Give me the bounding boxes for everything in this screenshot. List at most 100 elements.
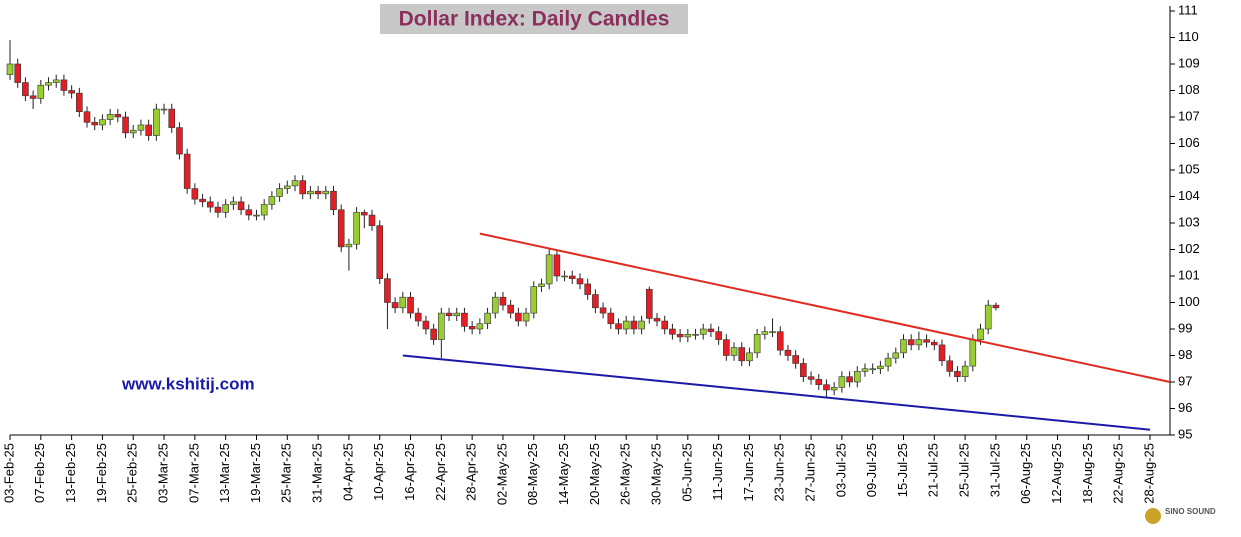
trend-line	[402, 354, 1151, 431]
candle-body	[992, 304, 1000, 309]
x-tick-label: 11-Jun-25	[710, 443, 725, 501]
x-tick-label: 25-Jul-25	[957, 443, 972, 497]
candle-body	[907, 339, 915, 346]
candle-body	[915, 339, 923, 346]
y-tick-label: 103	[1178, 214, 1200, 229]
candle-body	[91, 122, 99, 126]
candle-body	[430, 328, 437, 340]
candle-body	[699, 328, 707, 335]
candle-body	[137, 124, 145, 131]
candle-body	[45, 82, 52, 86]
candle-body	[776, 331, 784, 351]
candle-body	[199, 198, 206, 203]
y-tick-label: 105	[1178, 161, 1200, 176]
candle-body	[37, 84, 45, 99]
candle-body	[661, 320, 669, 330]
x-tick-label: 12-Aug-25	[1049, 443, 1064, 504]
candle-body	[253, 214, 260, 217]
candle-body	[206, 201, 214, 208]
candle-body	[900, 339, 907, 354]
x-tick-label: 04-Apr-25	[340, 443, 355, 501]
candle-body	[954, 371, 961, 377]
candle-body	[630, 320, 638, 330]
candle-body	[807, 376, 815, 380]
x-tick-label: 21-Jul-25	[926, 443, 941, 497]
candle-body	[653, 318, 661, 322]
x-tick-label: 22-Aug-25	[1111, 443, 1126, 504]
x-tick-label: 18-Aug-25	[1080, 443, 1095, 504]
trend-line	[479, 232, 1171, 383]
candle-body	[961, 365, 969, 378]
x-tick-label: 28-Apr-25	[464, 443, 479, 501]
y-tick-label: 100	[1178, 294, 1200, 309]
x-tick-label: 28-Aug-25	[1141, 443, 1156, 504]
candle-body	[384, 278, 391, 303]
candle-body	[938, 344, 946, 362]
x-tick-label: 25-Feb-25	[125, 443, 140, 503]
candle-body	[461, 312, 468, 327]
candle-body	[345, 243, 353, 248]
candle-body	[491, 296, 499, 314]
candle-body	[861, 368, 869, 372]
candle-body	[830, 386, 838, 391]
y-tick-label: 101	[1178, 267, 1200, 282]
candle-body	[746, 352, 753, 362]
x-tick-label: 13-Mar-25	[217, 443, 232, 503]
x-tick-label: 14-May-25	[556, 443, 571, 505]
candle-body	[499, 296, 507, 306]
candle-body	[723, 339, 730, 356]
candle-body	[800, 363, 807, 378]
x-tick-label: 13-Feb-25	[63, 443, 78, 503]
candle-body	[314, 190, 322, 195]
x-tick-label: 05-Jun-25	[679, 443, 694, 502]
candle-body	[330, 190, 337, 211]
candle-body	[368, 214, 376, 226]
candle-body	[337, 209, 345, 248]
candle-body	[568, 275, 576, 279]
y-tick-label: 99	[1178, 320, 1192, 335]
y-tick-label: 108	[1178, 82, 1200, 97]
x-tick-label: 19-Feb-25	[94, 443, 109, 503]
candle-body	[68, 90, 75, 94]
candle-body	[715, 331, 722, 340]
x-tick-label: 08-May-25	[525, 443, 540, 505]
candle-body	[29, 95, 37, 99]
candle-body	[530, 286, 538, 314]
candle-body	[884, 357, 892, 367]
x-tick-label: 31-Mar-25	[310, 443, 325, 503]
candle-body	[676, 333, 684, 338]
candle-body	[76, 92, 83, 113]
candle-body	[684, 333, 692, 338]
title-box	[380, 4, 688, 34]
candle-body	[522, 312, 530, 322]
candle-body	[823, 384, 830, 391]
x-tick-label: 19-Mar-25	[248, 443, 263, 503]
candle-body	[977, 328, 984, 340]
candle-body	[422, 320, 430, 330]
candle-body	[969, 339, 977, 367]
candle-body	[283, 185, 291, 189]
candle-body	[769, 331, 776, 333]
candle-body	[160, 108, 168, 111]
candle-body	[376, 225, 384, 279]
x-tick-label: 17-Jun-25	[741, 443, 756, 502]
candle-body	[892, 352, 900, 359]
candle-body	[984, 304, 992, 330]
candle-body	[561, 275, 568, 278]
x-tick-label: 03-Jul-25	[833, 443, 848, 497]
candle-body	[576, 278, 584, 285]
x-tick-label: 03-Mar-25	[155, 443, 170, 503]
candle-body	[214, 206, 222, 213]
x-tick-label: 20-May-25	[587, 443, 602, 505]
candle-body	[122, 116, 129, 134]
candle-body	[129, 129, 137, 134]
candle-body	[106, 114, 114, 120]
candle-body	[260, 204, 268, 216]
candle-body	[507, 304, 514, 314]
candle-body	[753, 333, 761, 354]
candle-body	[6, 63, 14, 75]
candle-body	[176, 127, 183, 155]
y-tick-label: 95	[1178, 426, 1192, 441]
candle-body	[584, 283, 591, 295]
